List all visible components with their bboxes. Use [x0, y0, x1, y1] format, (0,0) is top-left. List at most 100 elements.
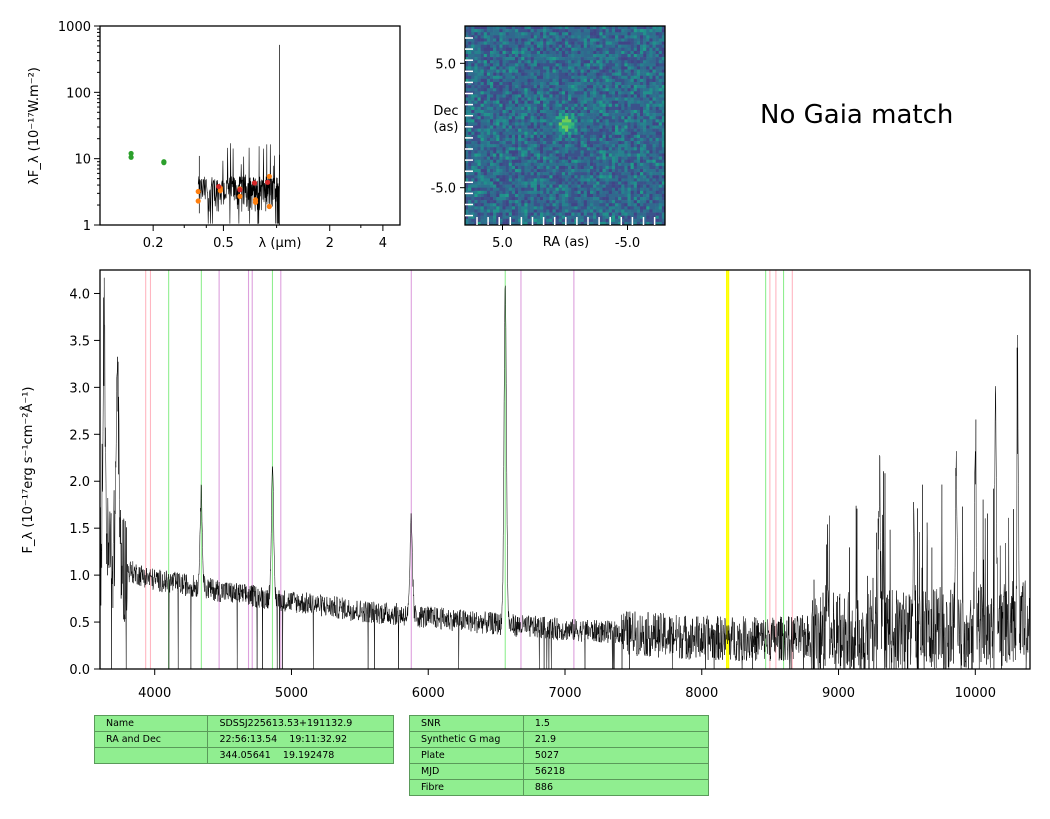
image-pixel	[605, 200, 610, 204]
image-pixel	[615, 203, 619, 207]
image-pixel	[577, 190, 581, 195]
image-pixel	[483, 137, 488, 142]
image-pixel	[499, 206, 503, 210]
image-pixel	[574, 94, 578, 98]
image-pixel	[468, 100, 472, 105]
image-pixel	[549, 150, 553, 154]
image-pixel	[527, 29, 531, 33]
image-pixel	[468, 44, 472, 49]
image-pixel	[552, 63, 556, 67]
image-pixel	[568, 203, 572, 207]
image-pixel	[502, 47, 506, 52]
sed-photometry-point	[252, 199, 259, 205]
image-pixel	[552, 184, 556, 188]
image-pixel	[649, 35, 653, 39]
image-pixel	[474, 125, 478, 129]
image-pixel	[636, 209, 641, 213]
image-pixel	[590, 193, 594, 198]
image-pixel	[633, 66, 638, 70]
image-pixel	[555, 63, 560, 67]
image-pixel	[518, 60, 522, 64]
image-pixel	[633, 41, 638, 45]
image-pixel	[593, 212, 597, 216]
image-pixel	[583, 187, 588, 192]
image-pixel	[530, 147, 535, 151]
image-pixel	[549, 44, 553, 49]
image-pixel	[640, 78, 644, 83]
image-pixel	[561, 47, 566, 52]
image-pixel	[583, 175, 588, 179]
image-pixel	[511, 206, 516, 210]
table-key-cell: Plate	[409, 747, 524, 764]
image-pixel	[649, 44, 653, 49]
image-pixel	[480, 209, 485, 213]
image-pixel	[586, 63, 591, 67]
image-pixel	[596, 38, 600, 42]
image-pixel	[583, 41, 588, 45]
image-pixel	[593, 156, 597, 160]
image-pixel	[465, 141, 469, 145]
image-pixel	[602, 197, 606, 201]
image-pixel	[661, 147, 666, 151]
image-pixel	[521, 156, 525, 160]
table-key-cell: Name	[93, 715, 209, 732]
image-pixel	[574, 47, 578, 52]
image-pixel	[605, 78, 610, 83]
image-pixel	[646, 137, 650, 142]
image-pixel	[580, 193, 585, 198]
image-pixel	[624, 50, 628, 55]
image-pixel	[530, 53, 535, 58]
image-pixel	[561, 187, 566, 192]
image-pixel	[480, 109, 485, 114]
image-pixel	[649, 78, 653, 83]
image-pixel	[640, 206, 644, 210]
image-pixel	[561, 97, 566, 101]
image-pixel	[586, 53, 591, 58]
image-pixel	[571, 212, 575, 216]
image-pixel	[474, 103, 478, 108]
image-pixel	[568, 215, 572, 220]
image-pixel	[571, 206, 575, 210]
image-pixel	[561, 35, 566, 39]
image-pixel	[540, 212, 544, 216]
image-pixel	[511, 131, 516, 136]
image-pixel	[608, 53, 613, 58]
image-pixel	[555, 85, 560, 89]
image-pixel	[608, 29, 613, 33]
image-pixel	[515, 221, 519, 226]
image-pixel	[640, 159, 644, 164]
image-pixel	[627, 122, 631, 126]
image-pixel	[574, 100, 578, 105]
image-pixel	[599, 69, 603, 73]
image-pixel	[643, 63, 647, 67]
image-pixel	[486, 134, 491, 139]
image-pixel	[543, 38, 547, 42]
image-pixel	[593, 100, 597, 105]
image-pixel	[558, 60, 563, 64]
image-pixel	[590, 78, 594, 83]
image-pixel	[496, 172, 500, 176]
image-pixel	[652, 35, 656, 39]
image-pixel	[633, 128, 638, 133]
image-pixel	[471, 66, 475, 70]
image-pixel	[577, 175, 581, 179]
image-pixel	[505, 218, 510, 223]
image-pixel	[540, 50, 544, 55]
image-pixel	[465, 94, 469, 98]
image-pixel	[577, 35, 581, 39]
image-pixel	[508, 212, 513, 216]
image-pixel	[468, 156, 472, 160]
image-pixel	[524, 69, 528, 73]
image-pixel	[605, 109, 610, 114]
image-pixel	[652, 78, 656, 83]
image-pixel	[608, 156, 613, 160]
image-pixel	[593, 66, 597, 70]
image-pixel	[490, 184, 494, 188]
image-pixel	[630, 81, 635, 86]
image-pixel	[565, 153, 569, 157]
image-pixel	[605, 215, 610, 220]
image-pixel	[515, 26, 519, 30]
image-pixel	[611, 122, 616, 126]
image-pixel	[640, 134, 644, 139]
image-pixel	[527, 100, 531, 105]
